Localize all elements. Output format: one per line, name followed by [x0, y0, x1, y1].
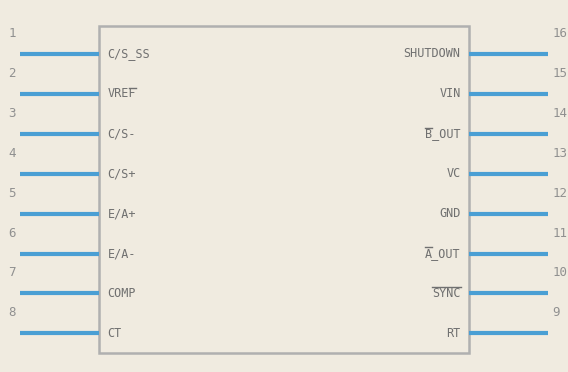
Text: 13: 13	[552, 147, 567, 160]
Text: CT: CT	[107, 327, 122, 340]
Text: RT: RT	[446, 327, 461, 340]
Text: VC: VC	[446, 167, 461, 180]
Text: A_OUT: A_OUT	[425, 247, 461, 260]
Text: 11: 11	[552, 227, 567, 240]
Text: 10: 10	[552, 266, 567, 279]
Text: 3: 3	[9, 107, 16, 120]
Text: 2: 2	[9, 67, 16, 80]
Text: COMP: COMP	[107, 287, 136, 300]
Bar	[99, 26, 469, 353]
Text: 7: 7	[9, 266, 16, 279]
Text: 6: 6	[9, 227, 16, 240]
Text: GND: GND	[439, 207, 461, 220]
Text: C/S+: C/S+	[107, 167, 136, 180]
Text: 5: 5	[9, 187, 16, 200]
Text: 4: 4	[9, 147, 16, 160]
Text: E/A-: E/A-	[107, 247, 136, 260]
Text: SYNC: SYNC	[432, 287, 461, 300]
Text: 1: 1	[9, 27, 16, 40]
Text: VREF: VREF	[107, 87, 136, 100]
Text: 14: 14	[552, 107, 567, 120]
Text: B_OUT: B_OUT	[425, 127, 461, 140]
Text: 9: 9	[552, 307, 559, 320]
Text: C/S_SS: C/S_SS	[107, 47, 150, 60]
Text: 12: 12	[552, 187, 567, 200]
Text: SHUTDOWN: SHUTDOWN	[404, 47, 461, 60]
Text: 8: 8	[9, 307, 16, 320]
Text: 15: 15	[552, 67, 567, 80]
Text: C/S-: C/S-	[107, 127, 136, 140]
Text: E/A+: E/A+	[107, 207, 136, 220]
Text: 16: 16	[552, 27, 567, 40]
Text: VIN: VIN	[439, 87, 461, 100]
